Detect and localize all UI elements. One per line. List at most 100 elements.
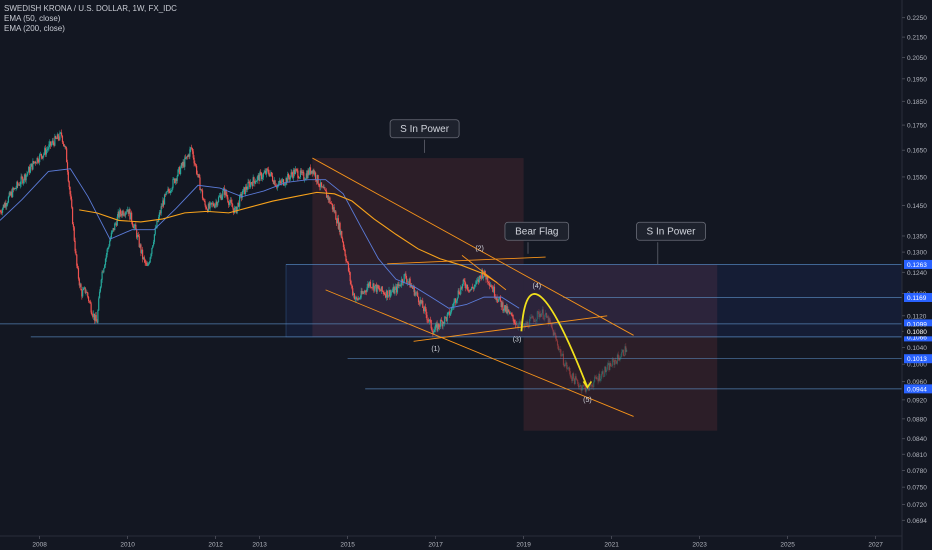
projected-candle — [540, 313, 542, 317]
price-candle — [96, 321, 98, 323]
price-candle — [101, 271, 103, 280]
price-candle — [270, 172, 272, 175]
projected-candle — [625, 346, 627, 352]
ema200-line — [79, 191, 498, 284]
time-tick-label: 2017 — [428, 542, 443, 549]
price-candle — [71, 207, 74, 225]
time-axis[interactable]: 2008 2010 2012 2013 2015 2017 2019 2021 2023 2025… — [0, 535, 902, 549]
price-candle — [71, 199, 73, 208]
price-candle — [168, 189, 170, 192]
price-tick-label: 0.0960 — [907, 379, 927, 386]
price-candle — [153, 234, 156, 242]
price-candle — [269, 174, 271, 177]
price-candle — [325, 189, 327, 192]
price-candle — [125, 212, 127, 215]
price-candle — [33, 161, 36, 163]
price-candle — [170, 190, 172, 192]
price-candle — [422, 300, 424, 308]
price-candle — [69, 187, 71, 195]
price-candle — [439, 326, 441, 328]
price-candle — [23, 174, 26, 181]
price-candle — [7, 196, 10, 203]
price-candle — [430, 320, 432, 329]
price-candle — [511, 314, 513, 316]
legend-ema200[interactable]: EMA (200, close) — [4, 24, 65, 33]
price-candle — [378, 288, 380, 289]
price-candle — [377, 284, 379, 289]
price-candle — [443, 322, 445, 324]
price-candle — [387, 295, 389, 298]
price-candle — [24, 174, 26, 181]
price-candle — [43, 153, 45, 156]
price-candle — [282, 179, 285, 186]
price-candle — [371, 287, 373, 288]
projected-candle — [595, 376, 597, 379]
price-candle — [1, 208, 4, 213]
price-candle — [8, 192, 10, 197]
price-candle — [434, 324, 437, 330]
price-candle — [510, 313, 512, 315]
price-candle — [130, 212, 132, 220]
price-candle — [80, 284, 82, 291]
projected-candle — [544, 315, 546, 319]
price-candle — [302, 172, 304, 173]
price-candle — [229, 199, 231, 203]
price-candle — [485, 276, 487, 280]
price-candle — [466, 284, 469, 290]
price-candle — [483, 270, 485, 277]
price-candle — [347, 262, 350, 272]
projected-candle — [517, 326, 519, 328]
price-candle — [441, 321, 443, 327]
projected-candle — [575, 376, 577, 380]
price-candle — [444, 316, 446, 324]
projected-candle — [610, 363, 612, 367]
projected-candle — [606, 364, 608, 370]
price-candle — [342, 241, 345, 248]
price-candle — [255, 181, 257, 184]
price-candle — [277, 183, 280, 185]
price-candle — [82, 290, 84, 297]
time-tick-label: 2019 — [516, 542, 531, 549]
price-candle — [141, 249, 143, 253]
price-candle — [372, 283, 374, 288]
price-candle — [238, 202, 240, 207]
price-candle — [21, 176, 23, 178]
time-tick-label: 2025 — [780, 542, 795, 549]
price-candle — [176, 176, 178, 182]
price-candle — [241, 194, 243, 198]
wave-label: (5) — [583, 397, 592, 404]
price-axis[interactable]: 0.2250 0.2150 0.2050 0.1950 0.1850 0.1750 0.16… — [901, 0, 932, 550]
price-candle — [341, 238, 344, 242]
price-candle — [303, 172, 305, 180]
price-candle — [72, 224, 75, 228]
projected-candle — [602, 371, 604, 377]
price-candle — [498, 298, 500, 302]
price-candle — [157, 220, 159, 222]
price-candle — [209, 202, 211, 209]
projected-candle — [588, 382, 591, 391]
price-candle — [163, 194, 166, 205]
price-candle — [260, 172, 262, 173]
price-candle — [299, 170, 302, 178]
projected-candle — [579, 385, 581, 386]
price-candle — [136, 229, 138, 238]
time-tick-label: 2023 — [692, 542, 707, 549]
price-candle — [60, 132, 62, 134]
price-candle — [311, 170, 313, 174]
legend-ema50[interactable]: EMA (50, close) — [4, 14, 61, 23]
price-candle — [73, 227, 75, 241]
price-candle — [294, 169, 296, 175]
price-candle — [392, 286, 394, 292]
price-candle — [453, 301, 455, 307]
price-level-badge — [904, 354, 932, 364]
price-candle — [243, 187, 245, 190]
price-candle — [325, 191, 328, 198]
price-candle — [487, 282, 490, 284]
price-level-label: 0.1263 — [907, 262, 927, 269]
projected-candle — [601, 371, 603, 374]
price-candle — [447, 312, 449, 315]
price-candle — [476, 280, 478, 282]
price-candle — [426, 314, 428, 320]
price-candle — [163, 200, 165, 205]
